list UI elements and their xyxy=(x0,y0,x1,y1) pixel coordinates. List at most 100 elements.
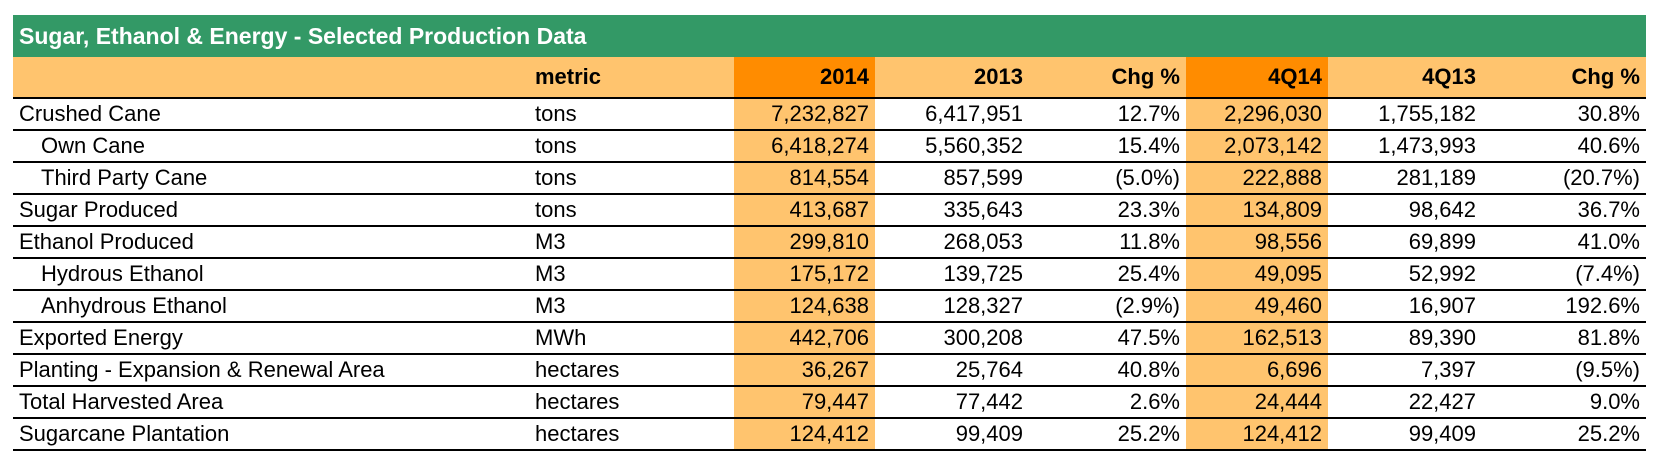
table-row: Exported Energy MWh 442,706 300,208 47.5% 162… xyxy=(13,322,1646,355)
cell-2014: 79,447 xyxy=(734,386,875,419)
row-label: Planting - Expansion & Renewal Area xyxy=(13,354,527,387)
cell-4q14: 2,296,030 xyxy=(1186,98,1328,131)
row-metric: M3 xyxy=(527,258,734,291)
cell-chg-year: 47.5% xyxy=(1029,322,1186,355)
cell-4q14: 24,444 xyxy=(1186,386,1328,419)
cell-2013: 99,409 xyxy=(875,418,1029,451)
cell-4q14: 124,412 xyxy=(1186,418,1328,451)
cell-4q13: 69,899 xyxy=(1328,226,1482,259)
header-label xyxy=(13,57,527,99)
row-metric: M3 xyxy=(527,226,734,259)
production-data-table: metric 2014 2013 Chg % 4Q14 4Q13 Chg % C… xyxy=(13,57,1646,451)
table-body: Crushed Cane tons 7,232,827 6,417,951 12.7% 2… xyxy=(13,98,1646,451)
cell-chg-quarter: 192.6% xyxy=(1482,290,1646,323)
cell-2014: 6,418,274 xyxy=(734,130,875,163)
table-row: Sugar Produced tons 413,687 335,643 23.3% 134… xyxy=(13,194,1646,227)
table-row: Planting - Expansion & Renewal Area hecta… xyxy=(13,354,1646,387)
header-4q13: 4Q13 xyxy=(1328,57,1482,99)
cell-4q13: 1,473,993 xyxy=(1328,130,1482,163)
row-label: Anhydrous Ethanol xyxy=(13,290,527,323)
table-row: Sugarcane Plantation hectares 124,412 99,40… xyxy=(13,418,1646,451)
cell-4q14: 49,095 xyxy=(1186,258,1328,291)
row-metric: tons xyxy=(527,162,734,195)
header-chg-quarter: Chg % xyxy=(1482,57,1646,99)
cell-4q13: 1,755,182 xyxy=(1328,98,1482,131)
cell-2013: 268,053 xyxy=(875,226,1029,259)
cell-2014: 299,810 xyxy=(734,226,875,259)
header-4q14: 4Q14 xyxy=(1186,57,1328,99)
cell-2013: 77,442 xyxy=(875,386,1029,419)
cell-4q13: 89,390 xyxy=(1328,322,1482,355)
row-label: Sugarcane Plantation xyxy=(13,418,527,451)
cell-chg-quarter: 30.8% xyxy=(1482,98,1646,131)
row-metric: tons xyxy=(527,194,734,227)
row-label: Ethanol Produced xyxy=(13,226,527,259)
table-row: Ethanol Produced M3 299,810 268,053 11.8% 98,… xyxy=(13,226,1646,259)
cell-2014: 175,172 xyxy=(734,258,875,291)
cell-2013: 857,599 xyxy=(875,162,1029,195)
cell-chg-quarter: 25.2% xyxy=(1482,418,1646,451)
cell-4q14: 2,073,142 xyxy=(1186,130,1328,163)
table-row: Own Cane tons 6,418,274 5,560,352 15.4% 2,073… xyxy=(13,130,1646,163)
header-metric: metric xyxy=(527,57,734,99)
header-2013: 2013 xyxy=(875,57,1029,99)
cell-chg-year: 15.4% xyxy=(1029,130,1186,163)
cell-chg-quarter: (7.4%) xyxy=(1482,258,1646,291)
cell-2014: 7,232,827 xyxy=(734,98,875,131)
cell-chg-quarter: (9.5%) xyxy=(1482,354,1646,387)
cell-chg-year: 25.4% xyxy=(1029,258,1186,291)
row-label: Exported Energy xyxy=(13,322,527,355)
row-metric: hectares xyxy=(527,386,734,419)
cell-chg-quarter: 40.6% xyxy=(1482,130,1646,163)
row-label: Hydrous Ethanol xyxy=(13,258,527,291)
cell-2013: 25,764 xyxy=(875,354,1029,387)
cell-4q13: 99,409 xyxy=(1328,418,1482,451)
cell-4q13: 52,992 xyxy=(1328,258,1482,291)
row-metric: hectares xyxy=(527,418,734,451)
production-data-table-container: Sugar, Ethanol & Energy - Selected Produ… xyxy=(13,15,1646,451)
table-row: Hydrous Ethanol M3 175,172 139,725 25.4% 49,0… xyxy=(13,258,1646,291)
cell-4q14: 6,696 xyxy=(1186,354,1328,387)
header-2014: 2014 xyxy=(734,57,875,99)
header-chg-year: Chg % xyxy=(1029,57,1186,99)
cell-chg-quarter: 41.0% xyxy=(1482,226,1646,259)
cell-2014: 814,554 xyxy=(734,162,875,195)
row-label: Crushed Cane xyxy=(13,98,527,131)
cell-2013: 335,643 xyxy=(875,194,1029,227)
cell-2014: 442,706 xyxy=(734,322,875,355)
cell-chg-year: 12.7% xyxy=(1029,98,1186,131)
cell-2013: 5,560,352 xyxy=(875,130,1029,163)
row-label: Total Harvested Area xyxy=(13,386,527,419)
row-metric: MWh xyxy=(527,322,734,355)
cell-4q14: 98,556 xyxy=(1186,226,1328,259)
table-title: Sugar, Ethanol & Energy - Selected Produ… xyxy=(13,15,1646,57)
cell-chg-year: (5.0%) xyxy=(1029,162,1186,195)
header-row: metric 2014 2013 Chg % 4Q14 4Q13 Chg % xyxy=(13,57,1646,99)
cell-2013: 128,327 xyxy=(875,290,1029,323)
cell-4q13: 98,642 xyxy=(1328,194,1482,227)
cell-2014: 413,687 xyxy=(734,194,875,227)
cell-chg-year: 11.8% xyxy=(1029,226,1186,259)
cell-2013: 300,208 xyxy=(875,322,1029,355)
cell-chg-year: 40.8% xyxy=(1029,354,1186,387)
cell-4q13: 281,189 xyxy=(1328,162,1482,195)
row-metric: tons xyxy=(527,98,734,131)
cell-chg-quarter: 81.8% xyxy=(1482,322,1646,355)
row-metric: tons xyxy=(527,130,734,163)
cell-2014: 124,638 xyxy=(734,290,875,323)
table-row: Third Party Cane tons 814,554 857,599 (5.0%)… xyxy=(13,162,1646,195)
cell-4q13: 7,397 xyxy=(1328,354,1482,387)
row-label: Own Cane xyxy=(13,130,527,163)
cell-chg-year: 25.2% xyxy=(1029,418,1186,451)
cell-chg-quarter: 36.7% xyxy=(1482,194,1646,227)
cell-4q13: 22,427 xyxy=(1328,386,1482,419)
cell-chg-year: (2.9%) xyxy=(1029,290,1186,323)
table-row: Anhydrous Ethanol M3 124,638 128,327 (2.9%) 4… xyxy=(13,290,1646,323)
cell-2014: 124,412 xyxy=(734,418,875,451)
row-metric: M3 xyxy=(527,290,734,323)
cell-chg-quarter: 9.0% xyxy=(1482,386,1646,419)
row-label: Third Party Cane xyxy=(13,162,527,195)
cell-chg-year: 2.6% xyxy=(1029,386,1186,419)
cell-2013: 139,725 xyxy=(875,258,1029,291)
table-row: Total Harvested Area hectares 79,447 77,442… xyxy=(13,386,1646,419)
